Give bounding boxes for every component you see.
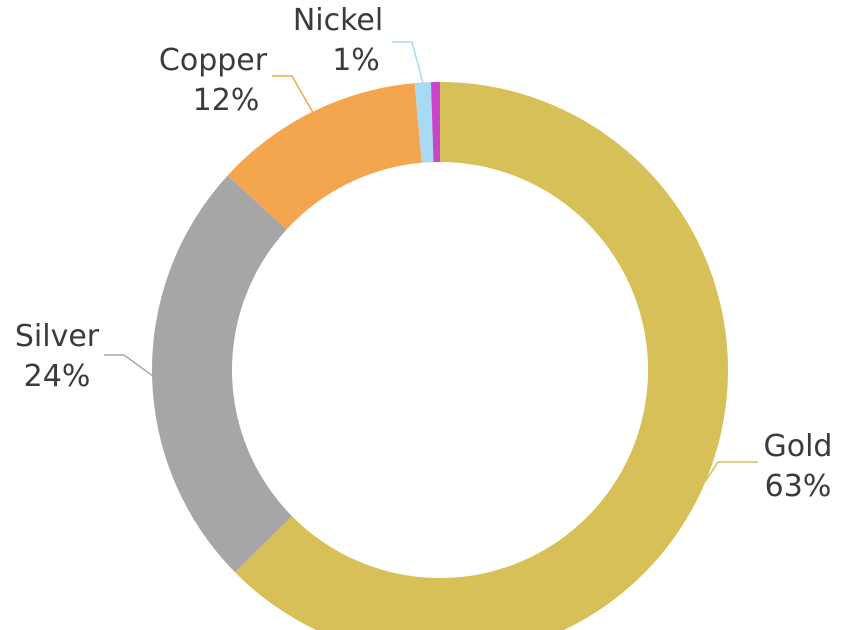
value-label-silver: 24%	[24, 359, 91, 394]
value-label-copper: 12%	[193, 83, 260, 118]
leader-line-gold	[705, 461, 758, 482]
slice-gold	[235, 82, 728, 630]
donut-slices	[151, 82, 728, 630]
label-gold: Gold	[764, 429, 833, 464]
leader-line-copper	[272, 75, 314, 113]
label-copper: Copper	[159, 43, 268, 78]
value-label-nickel: 1%	[332, 43, 380, 78]
leader-line-silver	[104, 354, 153, 377]
slice-nickel	[414, 82, 434, 163]
value-label-gold: 63%	[765, 469, 832, 504]
slice-copper	[227, 83, 422, 230]
leader-lines	[104, 41, 758, 482]
label-nickel: Nickel	[293, 3, 383, 38]
slice-other	[430, 82, 440, 163]
slice-silver	[151, 175, 293, 573]
leader-line-nickel	[392, 41, 424, 83]
label-silver: Silver	[15, 319, 100, 354]
